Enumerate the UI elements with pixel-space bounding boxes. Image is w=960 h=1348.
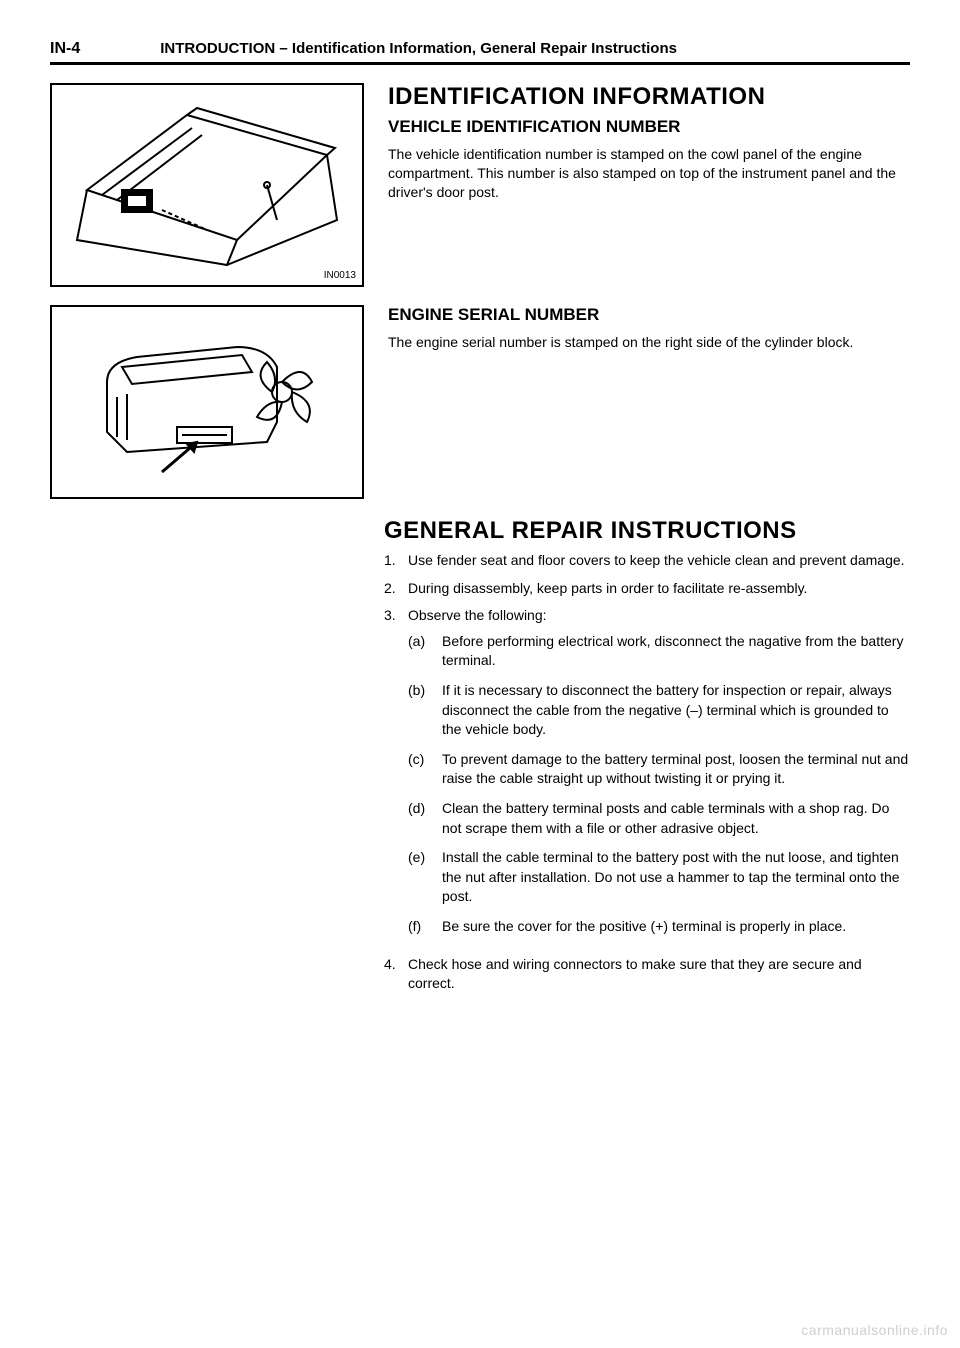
list-item: 2. During disassembly, keep parts in ord… [384, 579, 910, 599]
engine-diagram-icon [67, 322, 347, 482]
item-text: Observe the following: (a) Before perfor… [408, 606, 910, 946]
item-text: Check hose and wiring connectors to make… [408, 955, 910, 994]
sub-text: Before performing electrical work, disco… [442, 632, 910, 671]
vin-heading: VEHICLE IDENTIFICATION NUMBER [388, 117, 910, 137]
sub-text: To prevent damage to the battery termina… [442, 750, 910, 789]
sub-list-item: (c) To prevent damage to the battery ter… [408, 750, 910, 789]
general-repair: GENERAL REPAIR INSTRUCTIONS 1. Use fende… [384, 517, 910, 994]
sub-list-item: (d) Clean the battery terminal posts and… [408, 799, 910, 838]
sub-label: (f) [408, 917, 442, 937]
page-title: INTRODUCTION – Identification Informatio… [160, 40, 677, 57]
item-text: During disassembly, keep parts in order … [408, 579, 910, 599]
row-engine: ENGINE SERIAL NUMBER The engine serial n… [50, 305, 910, 499]
sub-label: (e) [408, 848, 442, 907]
identification-heading: IDENTIFICATION INFORMATION [388, 83, 910, 111]
engine-heading: ENGINE SERIAL NUMBER [388, 305, 910, 325]
sub-text: Clean the battery terminal posts and cab… [442, 799, 910, 838]
item-number: 3. [384, 606, 408, 946]
figure-vin-label: IN0013 [324, 270, 356, 281]
sub-label: (d) [408, 799, 442, 838]
list-item: 4. Check hose and wiring connectors to m… [384, 955, 910, 994]
item-number: 4. [384, 955, 408, 994]
row-vin: IN0013 IDENTIFICATION INFORMATION VEHICL… [50, 83, 910, 287]
list-item: 3. Observe the following: (a) Before per… [384, 606, 910, 946]
identification-text: IDENTIFICATION INFORMATION VEHICLE IDENT… [388, 83, 910, 212]
item-number: 1. [384, 551, 408, 571]
sub-text: Install the cable terminal to the batter… [442, 848, 910, 907]
vin-text: The vehicle identification number is sta… [388, 145, 910, 202]
list-item: 1. Use fender seat and floor covers to k… [384, 551, 910, 571]
sub-text: If it is necessary to disconnect the bat… [442, 681, 910, 740]
sub-label: (b) [408, 681, 442, 740]
watermark: carmanualsonline.info [801, 1322, 948, 1338]
item-text-lead: Observe the following: [408, 607, 547, 623]
sub-list-item: (b) If it is necessary to disconnect the… [408, 681, 910, 740]
item-number: 2. [384, 579, 408, 599]
figure-vin: IN0013 [50, 83, 364, 287]
sub-list-item: (f) Be sure the cover for the positive (… [408, 917, 910, 937]
repair-heading: GENERAL REPAIR INSTRUCTIONS [384, 517, 910, 545]
page-header: IN-4 INTRODUCTION – Identification Infor… [50, 40, 910, 65]
engine-text: The engine serial number is stamped on t… [388, 333, 910, 352]
figure-engine [50, 305, 364, 499]
vin-diagram-icon [67, 100, 347, 270]
sub-list-item: (e) Install the cable terminal to the ba… [408, 848, 910, 907]
page-number: IN-4 [50, 40, 80, 58]
sub-text: Be sure the cover for the positive (+) t… [442, 917, 910, 937]
sub-label: (c) [408, 750, 442, 789]
sub-label: (a) [408, 632, 442, 671]
engine-text-col: ENGINE SERIAL NUMBER The engine serial n… [388, 305, 910, 362]
sub-list-item: (a) Before performing electrical work, d… [408, 632, 910, 671]
repair-list: 1. Use fender seat and floor covers to k… [384, 551, 910, 994]
sub-list: (a) Before performing electrical work, d… [408, 632, 910, 937]
item-text: Use fender seat and floor covers to keep… [408, 551, 910, 571]
